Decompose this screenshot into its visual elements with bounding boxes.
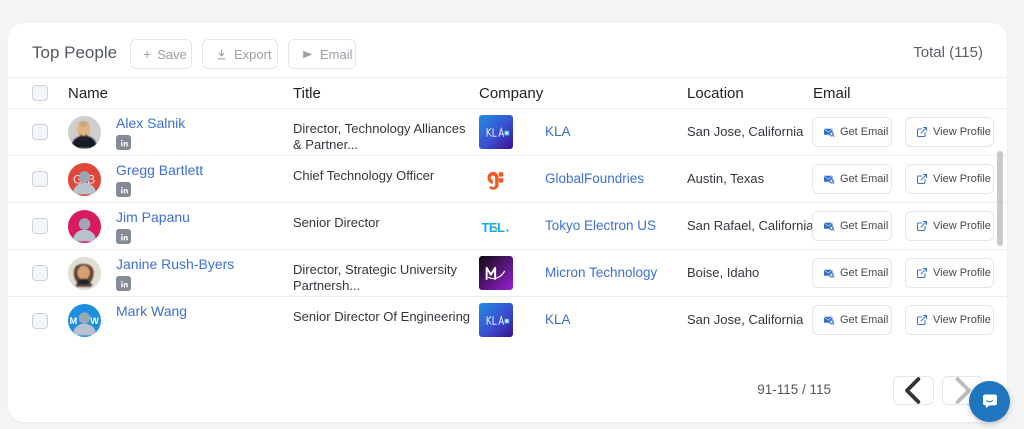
svg-text:W: W	[90, 316, 99, 326]
svg-text:M: M	[70, 316, 78, 326]
